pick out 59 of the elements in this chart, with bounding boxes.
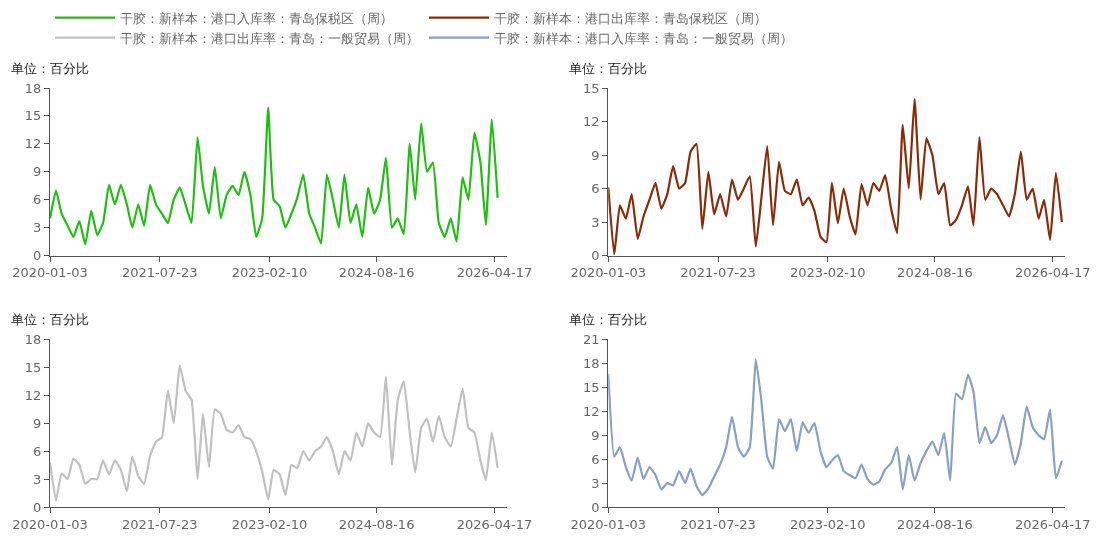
y-tick-label: 6: [33, 443, 42, 459]
y-tick-label: 18: [24, 331, 42, 347]
y-tick-label: 12: [583, 114, 600, 130]
y-tick-label: 18: [583, 355, 600, 371]
x-tick-label: 2024-08-16: [897, 516, 973, 532]
y-tick-label: 0: [591, 248, 600, 264]
x-tick-label: 2020-01-03: [12, 265, 88, 281]
legend-label: 干胶：新样本：港口出库率：青岛保税区（周）: [494, 10, 767, 26]
y-tick-label: 15: [583, 80, 600, 96]
y-tick-label: 12: [583, 403, 600, 419]
x-tick-label: 2023-02-10: [231, 516, 308, 532]
y-tick-label: 3: [33, 471, 42, 487]
y-tick-label: 3: [591, 214, 600, 230]
x-tick-label: 2021-07-23: [122, 516, 198, 532]
y-axis-title: 单位：百分比: [11, 312, 89, 327]
y-tick-label: 9: [591, 427, 600, 443]
y-tick-label: 3: [591, 475, 600, 491]
y-tick-label: 0: [591, 499, 600, 515]
x-tick-label: 2026-04-17: [1015, 265, 1091, 281]
y-tick-label: 6: [591, 451, 600, 467]
y-tick-label: 21: [583, 331, 600, 347]
y-tick-label: 12: [24, 136, 42, 152]
line-series: [608, 358, 1063, 497]
y-axis-title: 单位：百分比: [569, 312, 647, 327]
y-tick-label: 0: [33, 499, 42, 515]
legend-label: 干胶：新样本：港口入库率：青岛保税区（周）: [120, 10, 393, 26]
y-tick-label: 15: [24, 359, 42, 375]
x-tick-label: 2021-07-23: [680, 265, 756, 281]
x-tick-label: 2024-08-16: [338, 516, 415, 532]
y-tick-label: 9: [33, 415, 42, 431]
y-tick-label: 18: [24, 80, 42, 96]
x-tick-label: 2020-01-03: [570, 265, 647, 281]
y-tick-label: 12: [24, 387, 42, 403]
x-tick-label: 2024-08-16: [338, 265, 415, 281]
legend-label: 干胶：新样本：港口入库率：青岛：一般贸易（周）: [494, 30, 793, 46]
x-tick-label: 2026-04-17: [456, 516, 533, 532]
y-tick-label: 6: [33, 192, 42, 208]
x-tick-label: 2021-07-23: [122, 265, 198, 281]
x-tick-label: 2024-08-16: [897, 265, 973, 281]
y-tick-label: 15: [583, 379, 600, 395]
line-series: [50, 364, 499, 502]
y-tick-label: 9: [33, 164, 42, 180]
y-tick-label: 9: [591, 147, 600, 163]
y-axis-title: 单位：百分比: [569, 61, 647, 76]
line-series: [50, 106, 499, 246]
x-tick-label: 2021-07-23: [680, 516, 756, 532]
y-tick-label: 15: [24, 108, 42, 124]
y-tick-label: 3: [33, 220, 42, 236]
x-tick-label: 2023-02-10: [231, 265, 308, 281]
y-axis-title: 单位：百分比: [11, 61, 89, 76]
x-tick-label: 2020-01-03: [570, 516, 647, 532]
x-tick-label: 2023-02-10: [790, 516, 866, 532]
x-tick-label: 2026-04-17: [1015, 516, 1091, 532]
y-tick-label: 6: [591, 181, 600, 197]
x-tick-label: 2026-04-17: [456, 265, 533, 281]
x-tick-label: 2023-02-10: [790, 265, 866, 281]
legend-label: 干胶：新样本：港口出库率：青岛：一般贸易（周）: [120, 30, 419, 46]
y-tick-label: 0: [33, 248, 42, 264]
x-tick-label: 2020-01-03: [12, 516, 88, 532]
